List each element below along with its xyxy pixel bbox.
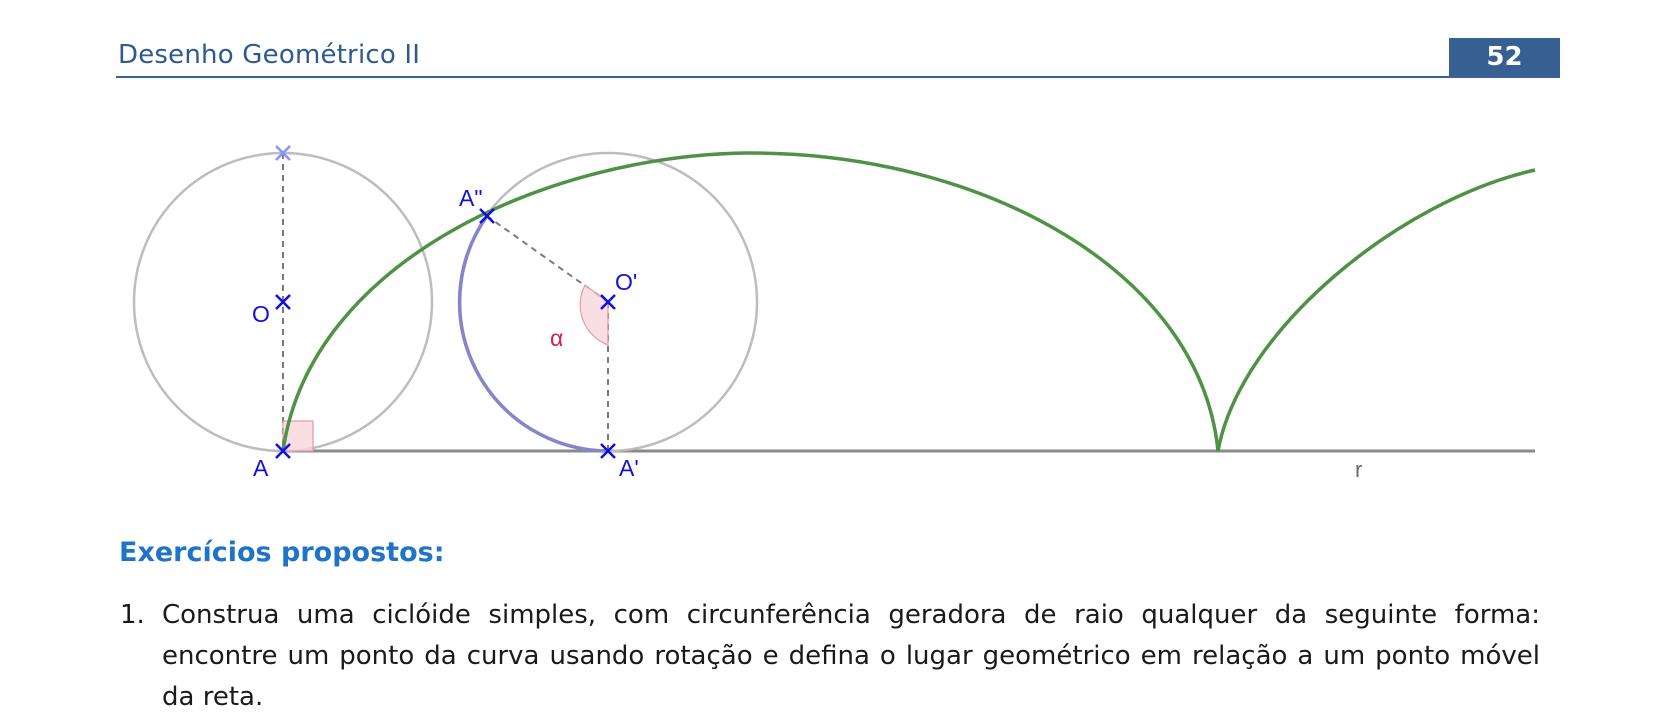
exercise-text: Construa uma ciclóide simples, com circu… [162,600,1540,712]
point-O-prime-marker [600,294,616,310]
label-alpha: α [550,325,563,351]
rolled-arc [457,214,609,453]
exercise-item: 1. Construa uma ciclóide simples, com ci… [120,595,1540,718]
point-O-marker [275,294,291,310]
label-A-double-prime: A" [459,185,483,211]
point-A-prime-marker [600,443,616,459]
label-r: r [1355,457,1362,482]
section-heading: Exercícios propostos: [119,537,445,568]
point-top-marker [275,145,291,161]
point-A-marker [275,443,291,459]
cycloid-figure: O A O' A' A" α r [132,145,1536,482]
exercise-number: 1. [120,600,145,630]
label-O-prime: O' [615,269,637,295]
label-A-prime: A' [619,455,639,481]
document-title: Desenho Geométrico II [118,40,421,70]
page-number-badge: 52 [1449,38,1560,76]
label-A: A [253,455,269,481]
header-divider [116,76,1560,78]
label-O: O [252,301,270,327]
point-A-double-prime-marker [479,208,495,224]
angle-alpha-sector [579,284,609,346]
cycloid-curve [281,151,1536,452]
page-number: 52 [1486,42,1523,72]
